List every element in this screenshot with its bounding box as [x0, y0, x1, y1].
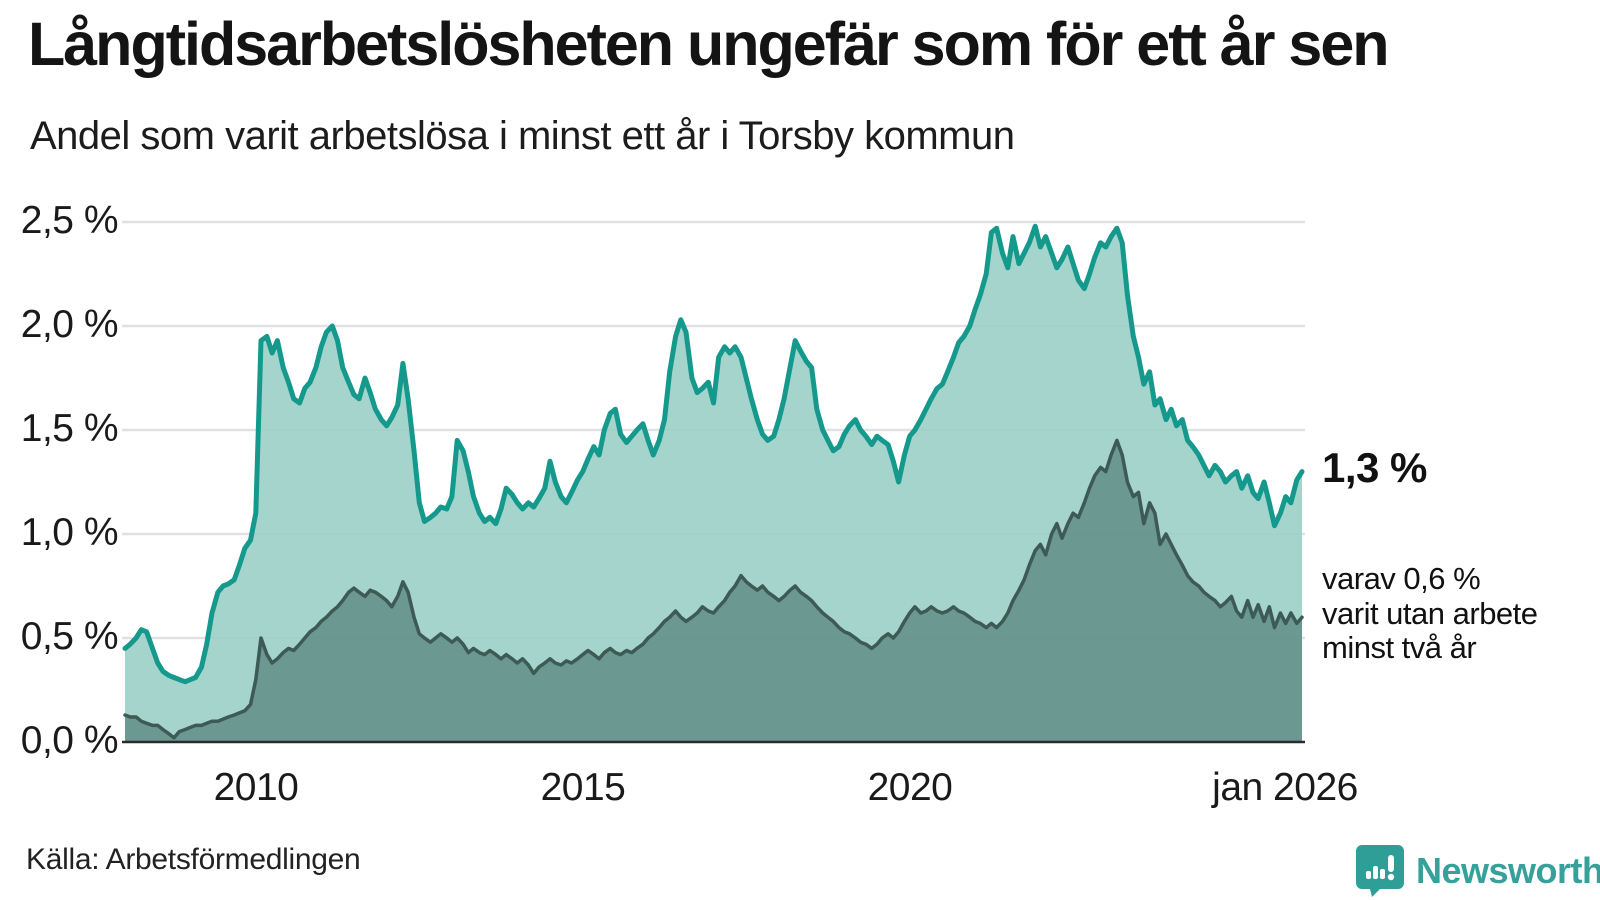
- y-axis-tick: 0,5 %: [20, 615, 119, 659]
- series-line-0: [122, 223, 1305, 685]
- x-axis-tick: jan 2026: [1212, 766, 1358, 809]
- y-axis-tick: 0,0 %: [20, 719, 119, 763]
- y-axis-tick: 1,0 %: [20, 511, 119, 555]
- chart-subtitle: Andel som varit arbetslösa i minst ett å…: [30, 114, 1015, 158]
- y-axis-tick: 2,0 %: [20, 303, 119, 347]
- series-area-1: [125, 440, 1302, 742]
- y-axis-tick: 1,5 %: [20, 407, 119, 451]
- brand-name: Newsworthy: [1416, 850, 1600, 891]
- y-axis-tick: 2,5 %: [20, 199, 119, 243]
- series-line-1: [123, 438, 1304, 740]
- x-axis-tick: 2010: [213, 766, 299, 809]
- x-axis-tick: 2020: [867, 766, 953, 809]
- source-note: Källa: Arbetsförmedlingen: [26, 843, 361, 876]
- secondary-series-annotation: varav 0,6 % varit utan arbete minst två …: [1322, 561, 1538, 666]
- newsworthy-logo-icon: [1356, 845, 1404, 897]
- latest-value-label: 1,3 %: [1322, 444, 1427, 491]
- x-axis-tick: 2015: [540, 766, 626, 809]
- brand-lockup: Newsworthy: [1356, 845, 1600, 897]
- page-title: Långtidsarbetslösheten ungefär som för e…: [28, 10, 1390, 78]
